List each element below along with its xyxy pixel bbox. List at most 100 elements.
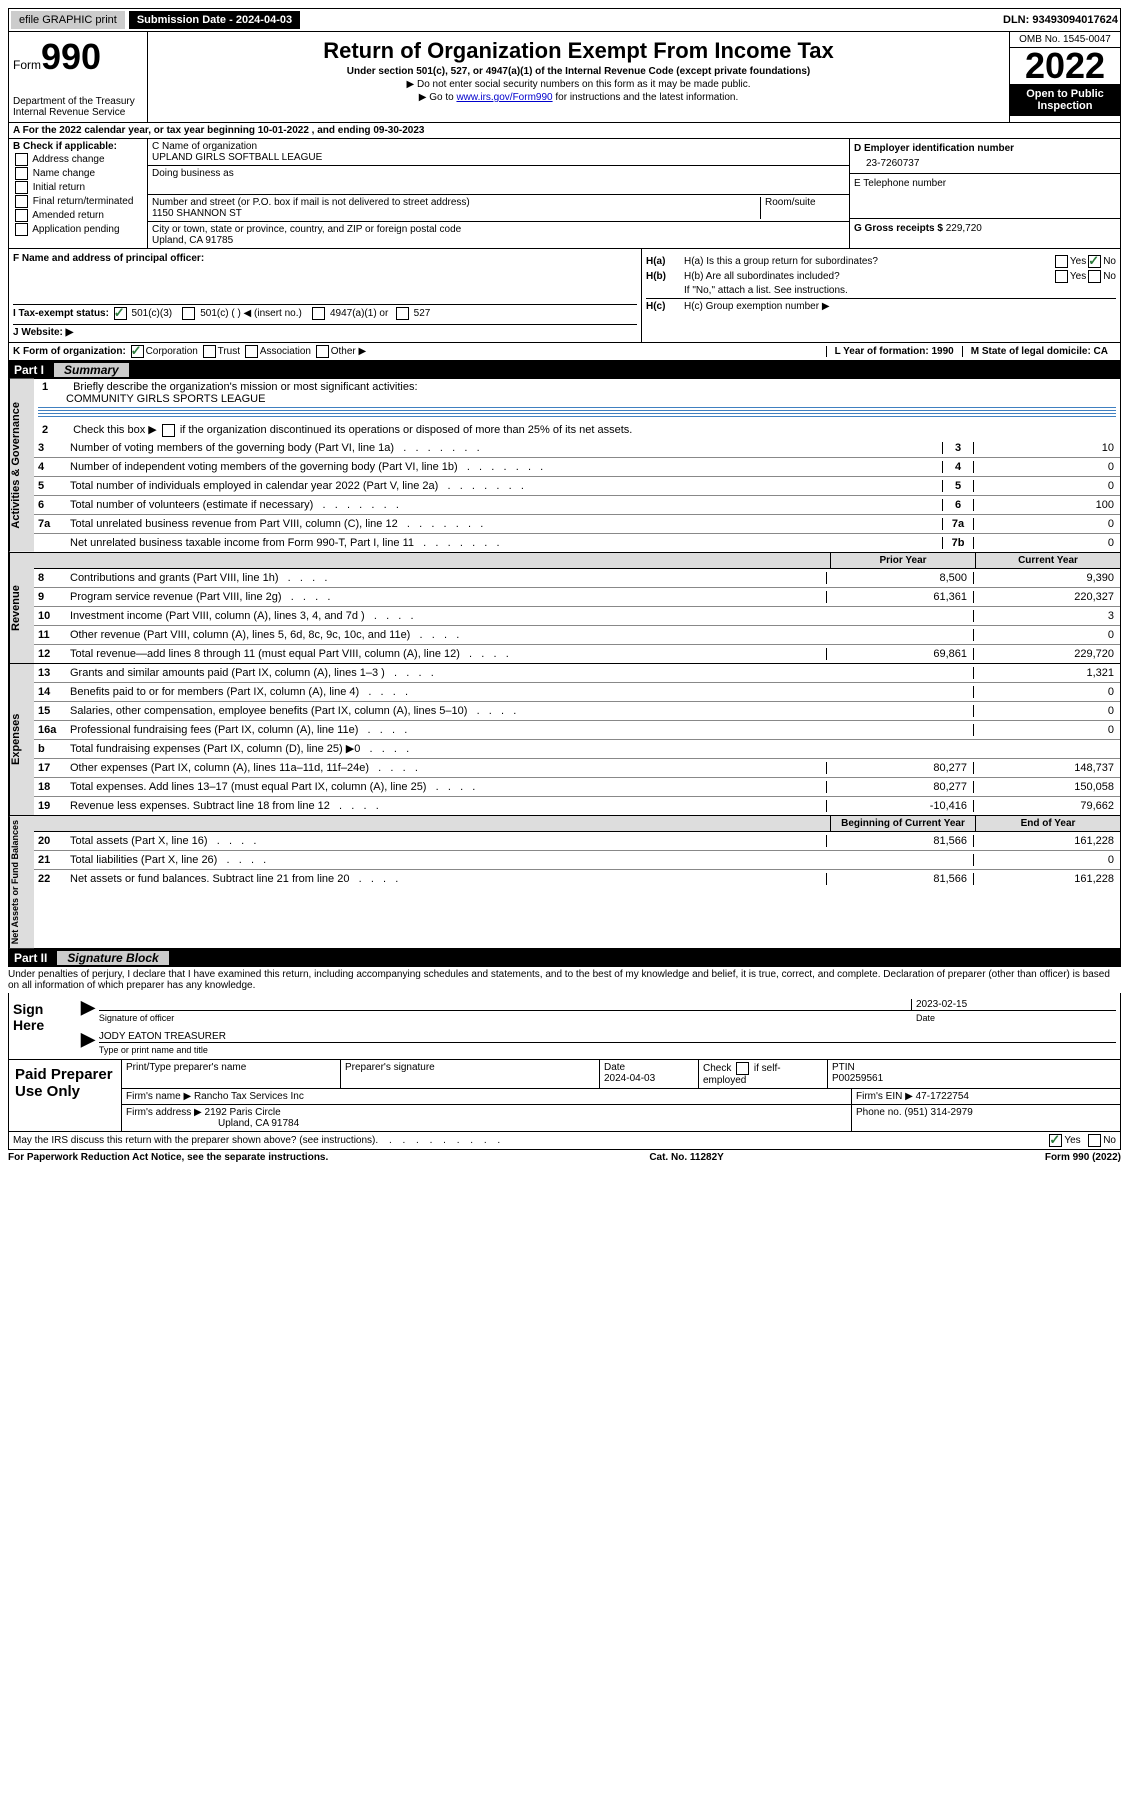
cb-501c[interactable] [182, 307, 195, 320]
box-d-label: D Employer identification number [854, 143, 1116, 154]
note-ssn: ▶ Do not enter social security numbers o… [152, 79, 1005, 90]
h-a-row: H(a)H(a) Is this a group return for subo… [646, 255, 1116, 268]
cb-ha-no[interactable] [1088, 255, 1101, 268]
tax-year: 2022 [1010, 48, 1120, 84]
cb-4947[interactable] [312, 307, 325, 320]
cb-discuss-no[interactable] [1088, 1134, 1101, 1147]
table-row: 20 Total assets (Part X, line 16) . . . … [34, 832, 1120, 851]
cb-address-change[interactable]: Address change [13, 153, 143, 166]
line-1-label: Briefly describe the organization's miss… [73, 381, 417, 393]
table-row: b Total fundraising expenses (Part IX, c… [34, 740, 1120, 759]
officer-group-section: F Name and address of principal officer:… [8, 249, 1121, 343]
table-row: 3 Number of voting members of the govern… [34, 439, 1120, 458]
preparer-label: Paid Preparer Use Only [9, 1060, 122, 1131]
table-row: 15 Salaries, other compensation, employe… [34, 702, 1120, 721]
cb-final-return[interactable]: Final return/terminated [13, 195, 143, 208]
cb-initial-return[interactable]: Initial return [13, 181, 143, 194]
form-number: Form990 [13, 36, 143, 78]
revenue-section: Revenue Prior Year Current Year 8 Contri… [8, 553, 1121, 664]
org-name: UPLAND GIRLS SOFTBALL LEAGUE [152, 152, 845, 163]
dln: DLN: 93493094017624 [1003, 14, 1118, 26]
sign-date: 2023-02-15 [911, 999, 1116, 1010]
cb-amended[interactable]: Amended return [13, 209, 143, 222]
cb-ha-yes[interactable] [1055, 255, 1068, 268]
prior-year-header: Prior Year [830, 553, 975, 568]
sig-officer-label: Signature of officer [99, 1013, 916, 1023]
table-row: 18 Total expenses. Add lines 13–17 (must… [34, 778, 1120, 797]
table-row: 7a Total unrelated business revenue from… [34, 515, 1120, 534]
irs-label: Internal Revenue Service [13, 107, 143, 118]
part-2-header: Part II Signature Block [8, 949, 1121, 967]
prep-sig-label: Preparer's signature [341, 1060, 600, 1088]
street-value: 1150 SHANNON ST [152, 208, 760, 219]
box-m: M State of legal domicile: CA [962, 346, 1116, 357]
table-row: 4 Number of independent voting members o… [34, 458, 1120, 477]
table-row: 11 Other revenue (Part VIII, column (A),… [34, 626, 1120, 645]
table-row: 19 Revenue less expenses. Subtract line … [34, 797, 1120, 815]
cb-hb-yes[interactable] [1055, 270, 1068, 283]
sig-date-label: Date [916, 1013, 1116, 1023]
preparer-section: Paid Preparer Use Only Print/Type prepar… [8, 1060, 1121, 1132]
firm-name: Rancho Tax Services Inc [194, 1091, 304, 1102]
table-row: 8 Contributions and grants (Part VIII, l… [34, 569, 1120, 588]
form-subtitle: Under section 501(c), 527, or 4947(a)(1)… [152, 66, 1005, 77]
table-row: 10 Investment income (Part VIII, column … [34, 607, 1120, 626]
ptin-label: PTIN [832, 1062, 1116, 1073]
tax-period: A For the 2022 calendar year, or tax yea… [8, 123, 1121, 139]
table-row: 22 Net assets or fund balances. Subtract… [34, 870, 1120, 888]
cb-501c3[interactable] [114, 307, 127, 320]
prep-date-label: Date [604, 1062, 694, 1073]
box-l: L Year of formation: 1990 [826, 346, 962, 357]
ein-value: 23-7260737 [854, 154, 1116, 169]
cb-discontinued[interactable] [162, 424, 175, 437]
h-b-note: If "No," attach a list. See instructions… [646, 285, 1116, 296]
phone-value: (951) 314-2979 [904, 1107, 972, 1118]
dba-label: Doing business as [152, 168, 845, 179]
cb-self-employed[interactable] [736, 1062, 749, 1075]
efile-button[interactable]: efile GRAPHIC print [11, 11, 125, 29]
street-label: Number and street (or P.O. box if mail i… [152, 197, 760, 208]
line-2-label: Check this box ▶ if the organization dis… [73, 424, 632, 436]
gross-receipts: 229,720 [946, 223, 982, 234]
self-employed-cell: Check if self-employed [699, 1060, 828, 1088]
mission-text: COMMUNITY GIRLS SPORTS LEAGUE [38, 393, 265, 405]
cb-hb-no[interactable] [1088, 270, 1101, 283]
vtab-expenses: Expenses [9, 664, 34, 815]
governance-section: Activities & Governance 1 Briefly descri… [8, 379, 1121, 553]
cb-527[interactable] [396, 307, 409, 320]
box-c-label: C Name of organization [152, 141, 845, 152]
box-b-label: B Check if applicable: [13, 141, 143, 152]
cb-name-change[interactable]: Name change [13, 167, 143, 180]
name-title-label: Type or print name and title [99, 1045, 1116, 1055]
city-label: City or town, state or province, country… [152, 224, 845, 235]
current-year-header: Current Year [975, 553, 1120, 568]
open-public: Open to Public Inspection [1010, 84, 1120, 116]
cb-assoc[interactable] [245, 345, 258, 358]
firm-addr2: Upland, CA 91784 [126, 1118, 847, 1129]
irs-link[interactable]: www.irs.gov/Form990 [456, 92, 552, 103]
box-f-label: F Name and address of principal officer: [13, 253, 637, 264]
form-header: Form990 Department of the Treasury Inter… [8, 32, 1121, 123]
form-title: Return of Organization Exempt From Incom… [152, 38, 1005, 64]
table-row: 9 Program service revenue (Part VIII, li… [34, 588, 1120, 607]
cb-trust[interactable] [203, 345, 216, 358]
h-c-row: H(c)H(c) Group exemption number ▶ [646, 298, 1116, 312]
phone-label: Phone no. [856, 1107, 902, 1118]
top-bar: efile GRAPHIC print Submission Date - 20… [8, 8, 1121, 32]
vtab-governance: Activities & Governance [9, 379, 34, 552]
cb-application[interactable]: Application pending [13, 223, 143, 236]
cb-other[interactable] [316, 345, 329, 358]
room-suite: Room/suite [760, 197, 845, 219]
end-year-header: End of Year [975, 816, 1120, 831]
cb-discuss-yes[interactable] [1049, 1134, 1062, 1147]
vtab-revenue: Revenue [9, 553, 34, 663]
firm-ein-label: Firm's EIN ▶ [856, 1091, 913, 1102]
firm-name-label: Firm's name ▶ [126, 1091, 191, 1102]
cb-corp[interactable] [131, 345, 144, 358]
table-row: 6 Total number of volunteers (estimate i… [34, 496, 1120, 515]
submission-date: Submission Date - 2024-04-03 [129, 11, 300, 29]
sign-here-label: Sign Here [9, 993, 77, 1059]
firm-ein: 47-1722754 [916, 1091, 969, 1102]
print-name-label: Print/Type preparer's name [122, 1060, 341, 1088]
expenses-section: Expenses 13 Grants and similar amounts p… [8, 664, 1121, 816]
